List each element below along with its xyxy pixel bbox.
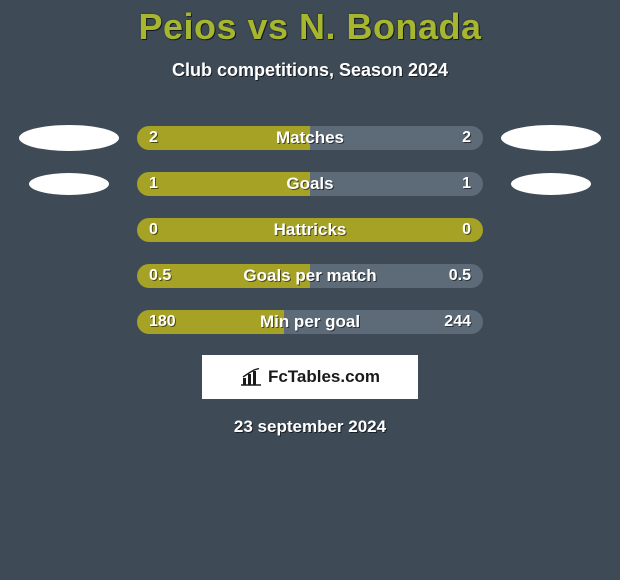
subtitle: Club competitions, Season 2024 (0, 60, 620, 81)
brand-box: FcTables.com (202, 355, 418, 399)
stat-left-value: 0 (149, 221, 158, 239)
left-team-marker (19, 125, 119, 151)
stat-right-value: 1 (462, 175, 471, 193)
right-team-marker (511, 173, 591, 195)
stat-label: Min per goal (260, 312, 360, 332)
stat-bar: 2 Matches 2 (137, 126, 483, 150)
stat-label: Goals per match (243, 266, 376, 286)
stat-bar: 0.5 Goals per match 0.5 (137, 264, 483, 288)
stat-row: 180 Min per goal 244 (0, 309, 620, 335)
brand: FcTables.com (240, 367, 380, 387)
stat-right-value: 2 (462, 129, 471, 147)
stat-left-value: 1 (149, 175, 158, 193)
stat-left-value: 2 (149, 129, 158, 147)
stat-bar: 180 Min per goal 244 (137, 310, 483, 334)
date-text: 23 september 2024 (0, 417, 620, 437)
stat-right-value: 244 (444, 313, 471, 331)
stat-right-value: 0.5 (449, 267, 471, 285)
bar-chart-icon (240, 368, 262, 386)
stat-row: 2 Matches 2 (0, 125, 620, 151)
stat-right-value: 0 (462, 221, 471, 239)
stat-rows: 2 Matches 2 1 Goals 1 0 Hattricks 0 0.5 Goals per … (0, 125, 620, 335)
brand-text: FcTables.com (268, 367, 380, 387)
stat-bar: 1 Goals 1 (137, 172, 483, 196)
stat-row: 0 Hattricks 0 (0, 217, 620, 243)
stat-label: Goals (286, 174, 333, 194)
comparison-infographic: Peios vs N. Bonada Club competitions, Se… (0, 0, 620, 580)
stat-bar-right (310, 172, 483, 196)
title: Peios vs N. Bonada (0, 0, 620, 48)
stat-left-value: 0.5 (149, 267, 171, 285)
stat-left-value: 180 (149, 313, 176, 331)
stat-bar-left (137, 172, 310, 196)
stat-row: 0.5 Goals per match 0.5 (0, 263, 620, 289)
right-team-marker (501, 125, 601, 151)
stat-bar: 0 Hattricks 0 (137, 218, 483, 242)
stat-label: Hattricks (274, 220, 347, 240)
left-team-marker (29, 173, 109, 195)
stat-label: Matches (276, 128, 344, 148)
stat-row: 1 Goals 1 (0, 171, 620, 197)
